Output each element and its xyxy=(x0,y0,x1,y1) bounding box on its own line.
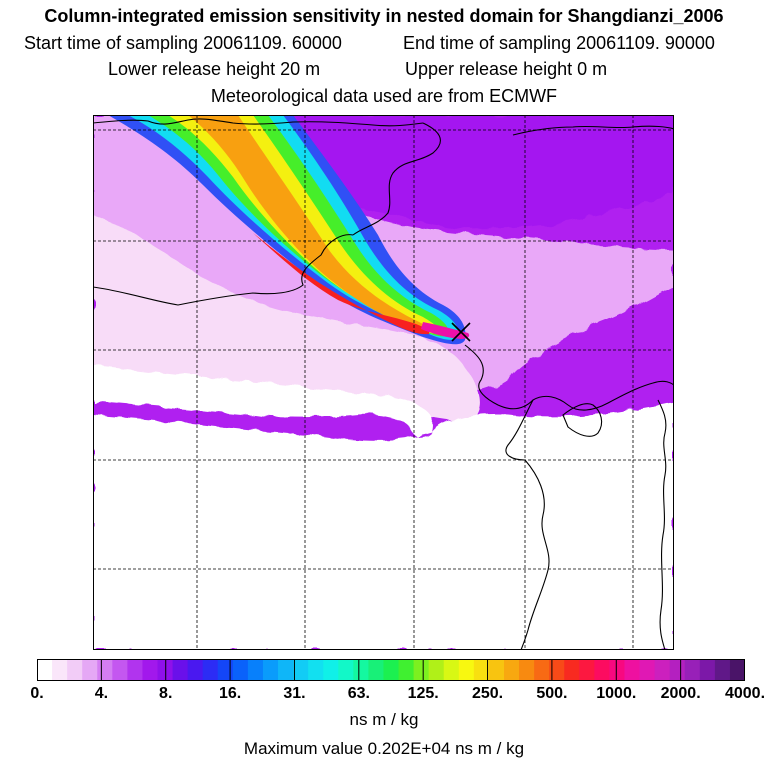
plume-orange xyxy=(188,115,430,333)
colorbar-swatch xyxy=(639,659,656,681)
colorbar-swatch xyxy=(398,659,415,681)
colorbar-swatch xyxy=(443,659,460,681)
sensitivity-map xyxy=(93,115,674,650)
colorbar-tick-label: 31. xyxy=(283,685,306,702)
lower-release-label: Lower release height 20 m xyxy=(108,59,321,79)
colorbar-swatch xyxy=(82,659,98,681)
upper-release-label: Upper release height 0 m xyxy=(405,59,608,79)
colorbar-swatch xyxy=(534,659,550,681)
colorbar-swatch xyxy=(383,659,400,681)
colorbar-swatch xyxy=(172,659,189,681)
colorbar-swatch xyxy=(579,659,595,681)
colorbar-swatch xyxy=(262,659,279,681)
colorbar-swatch xyxy=(338,659,354,681)
colorbar-tick-label: 4000. xyxy=(724,685,766,702)
colorbar-swatch xyxy=(488,659,505,681)
colorbar-tick-label: 0. xyxy=(30,685,44,702)
colorbar-swatch xyxy=(112,659,128,681)
colorbar-tick-label: 500. xyxy=(536,685,568,702)
colorbar-swatch xyxy=(413,659,430,681)
colorbar-swatch xyxy=(428,659,445,681)
colorbar-swatch xyxy=(217,659,234,681)
colorbar-swatch xyxy=(609,659,626,681)
colorbar-swatch xyxy=(594,659,611,681)
colorbar-swatch xyxy=(714,659,731,681)
colorbar-swatch xyxy=(684,659,701,681)
colorbar-swatch xyxy=(37,659,53,681)
colorbar-swatch xyxy=(669,659,686,681)
colorbar-tick-label: 2000. xyxy=(660,685,701,702)
colorbar-swatch xyxy=(519,659,535,681)
field-white xyxy=(93,365,674,650)
colorbar-swatch xyxy=(67,659,83,681)
map-title: Column-integrated emission sensitivity i… xyxy=(44,6,724,26)
coastline xyxy=(93,118,674,650)
met-data-label: Meteorological data used are from ECMWF xyxy=(210,86,558,106)
map-frame xyxy=(93,115,674,650)
colorbar-swatch xyxy=(368,659,385,681)
colorbar-swatch xyxy=(699,659,716,681)
colorbar-swatch xyxy=(564,659,580,681)
colorbar-frame xyxy=(37,659,745,681)
colorbar-graphic xyxy=(37,659,746,681)
colorbar-swatch xyxy=(458,659,475,681)
colorbar-swatch xyxy=(52,659,68,681)
colorbar-tick-label: 16. xyxy=(218,685,242,702)
colorbar-swatch xyxy=(503,659,520,681)
colorbar-swatch xyxy=(293,659,309,681)
start-time-label: Start time of sampling 20061109. 60000 xyxy=(24,33,342,53)
colorbar-swatch xyxy=(353,659,369,681)
colorbar-swatch xyxy=(729,659,746,681)
receptor-marker xyxy=(451,322,471,342)
map-panel xyxy=(93,115,674,650)
maximum-value-label: Maximum value 0.202E+04 ns m / kg xyxy=(243,739,525,758)
colorbar-swatch xyxy=(473,659,490,681)
colorbar-swatch xyxy=(97,659,113,681)
colorbar-tick-label: 8. xyxy=(159,685,173,702)
plume-red xyxy=(253,233,430,335)
colorbar-swatch xyxy=(308,659,324,681)
colorbar-swatch xyxy=(127,659,144,681)
colorbar-tick-label: 250. xyxy=(471,685,504,702)
colorbar-swatch xyxy=(624,659,641,681)
colorbar-swatch xyxy=(278,659,294,681)
field-pale-pink xyxy=(93,215,481,422)
colorbar-swatch xyxy=(187,659,204,681)
colorbar-swatch xyxy=(323,659,339,681)
colorbar-tick-label: 125. xyxy=(407,685,439,702)
colorbar-swatch xyxy=(247,659,264,681)
grid-lines xyxy=(93,115,674,650)
colorbar-swatch xyxy=(202,659,219,681)
colorbar-swatch xyxy=(654,659,671,681)
end-time-label: End time of sampling 20061109. 90000 xyxy=(403,33,715,53)
colorbar-tick-label: 63. xyxy=(347,685,370,702)
colorbar-swatch xyxy=(549,659,565,681)
colorbar-units: ns m / kg xyxy=(349,710,419,729)
colorbar-swatch xyxy=(142,659,159,681)
colorbar xyxy=(37,659,746,681)
colorbar-tick-label: 4. xyxy=(94,685,109,702)
colorbar-swatch xyxy=(232,659,249,681)
colorbar-tick-label: 1000. xyxy=(596,685,637,702)
